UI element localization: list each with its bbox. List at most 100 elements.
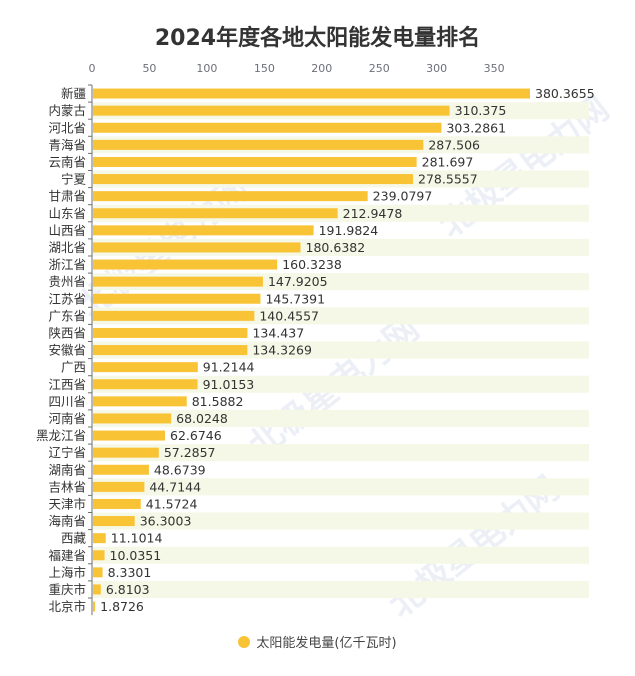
data-label: 278.5557: [418, 172, 478, 187]
category-label: 海南省: [48, 514, 86, 529]
data-label: 6.8103: [106, 582, 150, 597]
row-stripe: [92, 409, 589, 427]
x-tick-label: 350: [484, 62, 505, 75]
bar: [93, 516, 135, 527]
data-label: 303.2861: [446, 120, 506, 135]
x-tick-label: 100: [196, 62, 217, 75]
category-label: 湖南省: [48, 462, 86, 477]
data-label: 8.3301: [108, 565, 152, 580]
bar: [93, 430, 166, 441]
bar: [93, 242, 301, 253]
bar: [93, 396, 187, 407]
category-label: 浙江省: [48, 257, 86, 272]
data-label: 134.437: [252, 325, 304, 340]
category-label: 黑龙江省: [36, 428, 86, 443]
bar: [93, 447, 159, 458]
category-label: 河南省: [48, 411, 86, 426]
category-label: 甘肃省: [48, 189, 86, 204]
bar: [93, 481, 145, 492]
legend[interactable]: 太阳能发电量(亿千瓦时): [0, 632, 635, 651]
category-label: 西藏: [61, 531, 87, 546]
data-label: 62.6746: [170, 428, 222, 443]
data-label: 41.5724: [146, 496, 198, 511]
bar: [93, 550, 105, 561]
category-label: 青海省: [48, 137, 86, 152]
data-label: 68.0248: [176, 411, 228, 426]
bar: [93, 293, 261, 304]
category-label: 山西省: [48, 223, 86, 238]
data-label: 91.2144: [203, 360, 255, 375]
category-label: 广东省: [48, 308, 86, 323]
bar: [93, 225, 314, 236]
data-label: 145.7391: [265, 291, 325, 306]
row-stripe: [92, 375, 589, 393]
bar: [93, 156, 417, 167]
data-label: 48.6739: [154, 462, 206, 477]
data-label: 287.506: [428, 137, 480, 152]
data-label: 140.4557: [259, 308, 319, 323]
bar: [93, 584, 101, 595]
data-label: 212.9478: [343, 206, 403, 221]
category-label: 安徽省: [48, 343, 86, 358]
data-label: 281.697: [422, 154, 474, 169]
bar: [93, 567, 103, 578]
data-label: 160.3238: [282, 257, 342, 272]
category-label: 吉林省: [48, 479, 86, 494]
data-label: 180.6382: [306, 240, 366, 255]
row-stripe: [92, 546, 589, 564]
category-label: 四川省: [48, 394, 86, 409]
category-label: 山东省: [48, 206, 86, 221]
bar: [93, 139, 424, 150]
category-label: 湖北省: [48, 240, 86, 255]
bar: [93, 310, 255, 321]
category-label: 江苏省: [48, 291, 86, 306]
category-label: 陕西省: [48, 325, 86, 340]
data-label: 11.1014: [111, 531, 163, 546]
bar: [93, 464, 149, 475]
category-label: 宁夏: [61, 172, 87, 187]
category-label: 内蒙古: [48, 103, 86, 118]
chart-title: 2024年度各地太阳能发电量排名: [154, 26, 481, 51]
data-label: 91.0153: [203, 377, 255, 392]
data-label: 380.3655: [535, 86, 595, 101]
bar: [93, 276, 263, 287]
category-label: 江西省: [48, 377, 86, 392]
x-tick-label: 300: [426, 62, 447, 75]
category-label: 上海市: [48, 565, 86, 580]
bar: [93, 327, 248, 338]
data-label: 81.5882: [192, 394, 244, 409]
data-label: 134.3269: [252, 343, 312, 358]
category-label: 贵州省: [48, 274, 86, 289]
row-stripe: [92, 444, 589, 462]
bar: [93, 533, 106, 544]
data-label: 239.0797: [373, 189, 433, 204]
category-label: 广西: [61, 360, 86, 375]
x-tick-label: 50: [142, 62, 156, 75]
data-label: 10.0351: [110, 548, 162, 563]
bar: [93, 105, 450, 116]
x-tick-label: 200: [311, 62, 332, 75]
category-label: 重庆市: [48, 582, 86, 597]
x-tick-label: 0: [89, 62, 96, 75]
data-label: 57.2857: [164, 445, 216, 460]
data-label: 44.7144: [149, 479, 201, 494]
bar: [93, 601, 96, 612]
category-label: 福建省: [48, 548, 86, 563]
data-label: 1.8726: [100, 599, 144, 614]
category-label: 辽宁省: [48, 445, 86, 460]
bar: [93, 88, 530, 99]
x-tick-label: 150: [254, 62, 275, 75]
bar: [93, 498, 141, 509]
data-label: 191.9824: [319, 223, 379, 238]
legend-marker: [238, 635, 251, 648]
row-stripe: [92, 478, 589, 496]
row-stripe: [92, 512, 589, 530]
bar: [93, 208, 338, 219]
data-label: 147.9205: [268, 274, 328, 289]
bar: [93, 345, 248, 356]
bar: [93, 413, 172, 424]
bar: [93, 259, 278, 270]
legend-label: 太阳能发电量(亿千瓦时): [256, 636, 397, 651]
category-label: 云南省: [48, 154, 86, 169]
